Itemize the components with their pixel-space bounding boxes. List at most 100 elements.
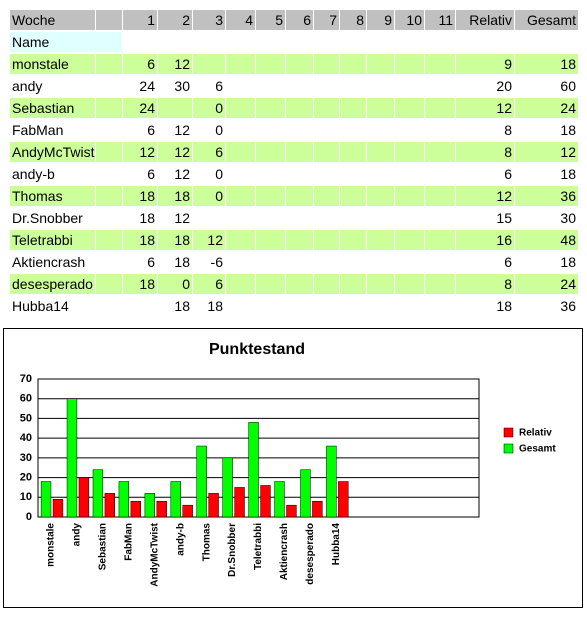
week-score: 12 — [123, 142, 157, 162]
week-score — [395, 252, 424, 272]
gesamt-score: 18 — [560, 122, 576, 138]
week-score — [226, 54, 255, 74]
week-score — [226, 142, 255, 162]
week-score — [395, 296, 424, 316]
week-score — [314, 54, 339, 74]
week-score — [340, 274, 366, 294]
week-score — [314, 98, 339, 118]
player-name: Teletrabbi — [10, 230, 95, 250]
blank-cell — [96, 54, 122, 74]
header-cell: 4 — [226, 10, 255, 30]
week-score — [395, 98, 424, 118]
week-score — [286, 142, 313, 162]
week-score — [314, 186, 339, 206]
bar — [40, 481, 52, 518]
week-score — [367, 120, 394, 140]
week-score — [425, 186, 455, 206]
gesamt-score: 36 — [560, 298, 576, 314]
week-score — [395, 230, 424, 250]
x-tick-label: monstale — [46, 523, 57, 567]
week-score — [425, 98, 455, 118]
bar — [170, 481, 181, 518]
x-tick-label: Sebastian — [97, 523, 108, 570]
relativ-score: 15 — [496, 210, 512, 226]
blank-cell — [96, 252, 122, 272]
week-score — [425, 142, 455, 162]
week-score — [256, 186, 285, 206]
bar — [286, 504, 297, 518]
week-score — [367, 252, 394, 272]
week-score — [425, 120, 455, 140]
week-score — [286, 230, 313, 250]
blank-cell — [96, 230, 122, 250]
header-cell: 9 — [367, 10, 394, 30]
header-cell: 11 — [425, 10, 455, 30]
week-score — [340, 296, 366, 316]
week-score: 0 — [215, 122, 223, 138]
week-score — [256, 120, 285, 140]
player-name: Thomas — [10, 186, 95, 206]
x-tick-label: Aktiencrash — [279, 523, 290, 580]
legend-swatch — [503, 427, 514, 438]
gesamt-score: 36 — [515, 186, 578, 206]
x-tick-label: andy — [72, 523, 83, 547]
blank-cell — [96, 76, 122, 96]
week-score — [226, 252, 255, 272]
week-score — [340, 164, 366, 184]
bar — [338, 481, 349, 518]
week-score: 18 — [174, 254, 190, 270]
blank-cell — [96, 274, 122, 294]
week-score — [256, 54, 285, 74]
week-score — [256, 296, 285, 316]
week-score: 18 — [158, 186, 192, 206]
bar — [196, 445, 207, 518]
week-score — [425, 296, 455, 316]
player-name: FabMan — [12, 122, 64, 138]
week-score — [395, 186, 424, 206]
week-score: 18 — [139, 210, 155, 226]
relativ-score: 8 — [504, 122, 512, 138]
bar — [326, 445, 337, 518]
week-score — [286, 296, 313, 316]
header-cell: 1 — [123, 10, 157, 30]
week-score — [256, 98, 285, 118]
week-score: 6 — [147, 122, 155, 138]
week-score — [367, 230, 394, 250]
header-cell: 2 — [158, 10, 192, 30]
week-score — [340, 208, 366, 228]
week-score — [367, 186, 394, 206]
chart-frame: Punktestand 0 10 20 30 40 50 60 70 monstale andy S… — [3, 328, 583, 608]
player-name: Hubba14 — [12, 298, 69, 314]
week-score — [340, 98, 366, 118]
week-score — [286, 208, 313, 228]
week-score — [286, 186, 313, 206]
header-cell: 10 — [395, 10, 424, 30]
week-score — [367, 164, 394, 184]
week-score: 6 — [147, 254, 155, 270]
week-score — [425, 208, 455, 228]
week-score — [286, 76, 313, 96]
x-tick-label: Hubba14 — [331, 523, 342, 566]
bar — [222, 457, 233, 518]
bar — [144, 493, 155, 518]
header-cell: Woche — [10, 10, 95, 30]
week-score — [256, 274, 285, 294]
week-score: 18 — [207, 298, 223, 314]
week-score: 12 — [174, 166, 190, 182]
week-score: 24 — [139, 78, 155, 94]
week-score: 0 — [158, 274, 192, 294]
player-name: Sebastian — [10, 98, 95, 118]
week-score — [256, 164, 285, 184]
week-score — [425, 274, 455, 294]
x-tick-label: andy-b — [175, 523, 186, 556]
week-score — [256, 252, 285, 272]
week-score — [286, 98, 313, 118]
gesamt-score: 48 — [515, 230, 578, 250]
week-score — [314, 142, 339, 162]
bar — [248, 422, 259, 518]
week-score — [314, 120, 339, 140]
week-score: -6 — [210, 254, 223, 270]
week-score — [395, 54, 424, 74]
week-score: 30 — [174, 78, 190, 94]
